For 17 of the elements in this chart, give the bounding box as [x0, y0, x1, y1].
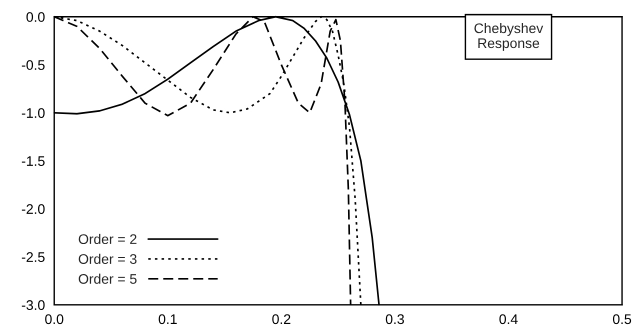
x-tick-label: 0.4 [499, 314, 518, 324]
x-tick-label: 0.3 [386, 314, 404, 324]
x-tick-label: 0.0 [45, 314, 64, 324]
y-tick-label: -2.5 [22, 252, 45, 262]
x-tick-label: 0.1 [158, 314, 177, 324]
y-tick-label: -1.0 [22, 108, 45, 118]
y-tick-label: -3.0 [22, 300, 45, 310]
legend-label: Order = 5 [78, 274, 137, 284]
y-tick-label: -1.5 [22, 156, 45, 166]
x-tick-label: 0.5 [612, 314, 632, 324]
legend-label: Order = 2 [78, 234, 136, 244]
y-tick-label: 0.0 [26, 12, 45, 22]
text: Chebyshev Response [474, 22, 544, 51]
y-tick-label: -2.0 [22, 204, 45, 214]
legend-label: Order = 3 [78, 254, 137, 264]
y-tick-label: -0.5 [22, 60, 45, 70]
x-tick-label: 0.2 [272, 314, 290, 324]
